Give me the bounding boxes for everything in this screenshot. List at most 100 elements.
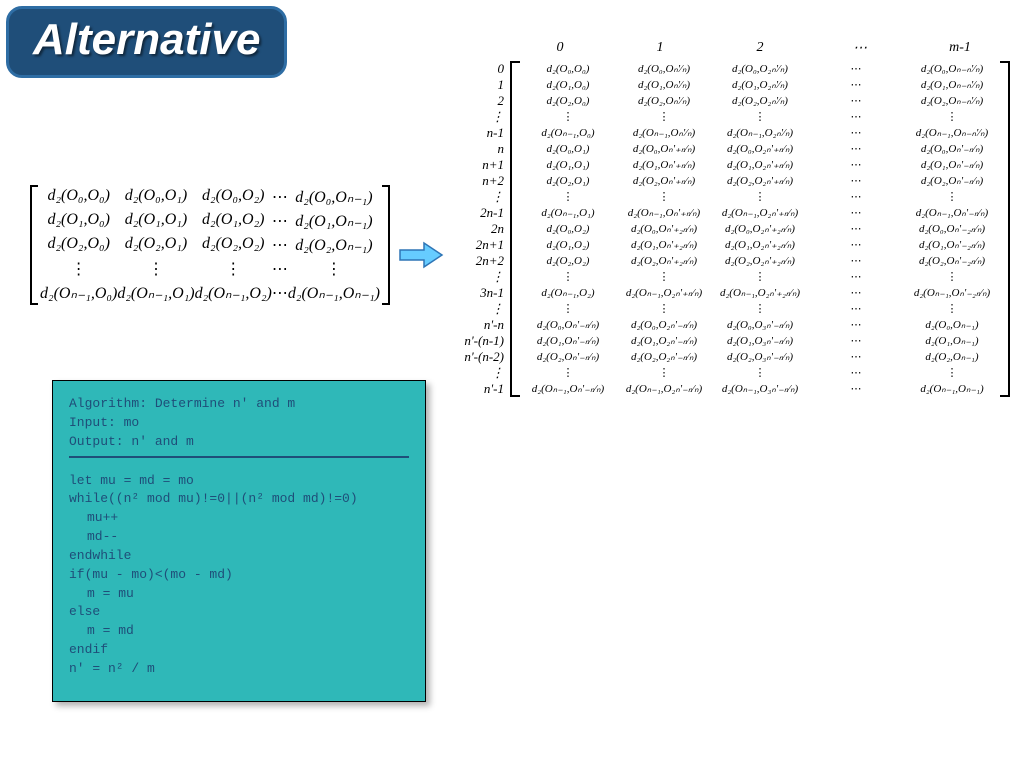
bracket-left [510, 61, 520, 397]
matrix-cell: d₂(O₀,Oₙ₋₁) [904, 317, 1000, 333]
algorithm-box: Algorithm: Determine n' and m Input: mo … [52, 380, 426, 702]
matrix-cell: d₂(O₁,Oₙ'⁄ₙ) [616, 77, 712, 93]
matrix-cell: d₂(O₂,O₂) [195, 235, 272, 255]
matrix-cell: d₂(O₁,O₂ₙ'₊₂ₙ⁄ₙ) [712, 237, 808, 253]
matrix-cell: ⋮ [616, 109, 712, 125]
matrix-cell: d₂(O₁,O₂ₙ'₊ₙ⁄ₙ) [712, 157, 808, 173]
matrix-cell: ⋯ [272, 187, 288, 207]
matrix-cell: d₂(Oₙ₋₁,O₂) [195, 283, 272, 303]
matrix-cell: d₂(O₀,Oₙ'₋₂ₙ⁄ₙ) [904, 221, 1000, 237]
matrix-cell: ⋮ [520, 301, 616, 317]
algo-header-1: Algorithm: Determine n' and m [69, 395, 409, 414]
matrix-cell: d₂(O₁,Oₙ₋ₙ'⁄ₙ) [904, 77, 1000, 93]
matrix-cell: d₂(O₀,O₂ₙ'⁄ₙ) [712, 61, 808, 77]
matrix-cell: d₂(O₁,O₂) [520, 237, 616, 253]
row-label: n'-1 [450, 381, 510, 397]
matrix-cell: d₂(O₀,O₂ₙ'₊₂ₙ⁄ₙ) [712, 221, 808, 237]
matrix-cell: ⋮ [904, 269, 1000, 285]
matrix-cell: ⋮ [195, 259, 272, 279]
matrix-cell: d₂(O₁,Oₙ'₊ₙ⁄ₙ) [616, 157, 712, 173]
matrix-cell: d₂(O₀,O₂) [520, 221, 616, 237]
matrix-cell: d₂(O₁,Oₙ'₋ₙ⁄ₙ) [520, 333, 616, 349]
matrix-cell: d₂(O₂,O₃ₙ'₋ₙ⁄ₙ) [712, 349, 808, 365]
matrix-cell: d₂(O₁,Oₙ'₋ₙ⁄ₙ) [904, 157, 1000, 173]
matrix-cell: ⋮ [712, 365, 808, 381]
matrix-cell: ⋮ [40, 259, 117, 279]
matrix-cell: ⋮ [904, 109, 1000, 125]
matrix-cell: ⋮ [288, 259, 380, 279]
matrix-cell: ⋯ [808, 221, 904, 237]
matrix-cell: d₂(Oₙ₋₁,O₂ₙ'₊ₙ⁄ₙ) [712, 205, 808, 221]
matrix-cell: ⋯ [808, 253, 904, 269]
matrix-cell: d₂(Oₙ₋₁,O₁) [117, 283, 194, 303]
matrix-cell: ⋯ [272, 259, 288, 279]
matrix-cell: ⋮ [904, 365, 1000, 381]
matrix-cell: ⋮ [616, 301, 712, 317]
matrix-cell: d₂(O₂,O₂ₙ'⁄ₙ) [712, 93, 808, 109]
bracket-right [382, 185, 390, 305]
matrix-cell: d₂(O₁,O₃ₙ'₋ₙ⁄ₙ) [712, 333, 808, 349]
matrix-cell: d₂(Oₙ₋₁,O₀) [520, 125, 616, 141]
matrix-cell: ⋯ [808, 141, 904, 157]
matrix-cell: d₂(O₁,Oₙ'₋₂ₙ⁄ₙ) [904, 237, 1000, 253]
matrix-cell: ⋯ [808, 173, 904, 189]
matrix-cell: ⋮ [117, 259, 194, 279]
matrix-cell: d₂(Oₙ₋₁,Oₙ'₋₂ₙ⁄ₙ) [904, 285, 1000, 301]
matrix-cell: d₂(O₂,Oₙ'₊ₙ⁄ₙ) [616, 173, 712, 189]
matrix-cell: d₂(O₂,O₂) [520, 253, 616, 269]
bracket-right [1000, 61, 1010, 397]
row-label: 1 [450, 77, 510, 93]
matrix-cell: d₂(O₁,O₂ₙ'₋ₙ⁄ₙ) [616, 333, 712, 349]
matrix-cell: d₂(O₀,Oₙ₋₁) [288, 187, 380, 207]
matrix-cell: d₂(O₂,Oₙ'₋₂ₙ⁄ₙ) [904, 253, 1000, 269]
matrix-cell: d₂(O₁,Oₙ₋₁) [904, 333, 1000, 349]
matrix-cell: d₂(O₁,O₀) [520, 77, 616, 93]
algo-line: endif [69, 641, 409, 660]
row-label: n'-n [450, 317, 510, 333]
matrix-cell: d₂(O₂,Oₙ'₊₂ₙ⁄ₙ) [616, 253, 712, 269]
big-col-headers: 012⋯m-1 [450, 40, 1010, 57]
algo-line: m = mu [69, 585, 409, 604]
matrix-cell: ⋯ [272, 235, 288, 255]
matrix-cell: d₂(O₁,O₂ₙ'⁄ₙ) [712, 77, 808, 93]
matrix-cell: d₂(O₂,Oₙ'₋ₙ⁄ₙ) [520, 349, 616, 365]
algo-line: endwhile [69, 547, 409, 566]
matrix-cell: d₂(O₂,O₀) [40, 235, 117, 255]
matrix-cell: d₂(Oₙ₋₁,O₂) [520, 285, 616, 301]
matrix-cell: ⋯ [272, 211, 288, 231]
matrix-cell: ⋯ [808, 365, 904, 381]
matrix-cell: d₂(O₀,Oₙ'⁄ₙ) [616, 61, 712, 77]
matrix-cell: ⋮ [616, 189, 712, 205]
row-label: n+2 [450, 173, 510, 189]
matrix-cell: ⋯ [808, 381, 904, 397]
matrix-cell: ⋯ [808, 189, 904, 205]
matrix-cell: d₂(Oₙ₋₁,Oₙ₋₁) [288, 283, 380, 303]
big-matrix-body: d₂(O₀,O₀)d₂(O₀,Oₙ'⁄ₙ)d₂(O₀,O₂ₙ'⁄ₙ)⋯d₂(O₀… [520, 61, 1000, 397]
title-badge: Alternative [6, 6, 287, 78]
row-label: n [450, 141, 510, 157]
matrix-cell: ⋮ [712, 109, 808, 125]
matrix-cell: d₂(O₀,Oₙ'₋ₙ⁄ₙ) [904, 141, 1000, 157]
matrix-cell: d₂(O₀,O₀) [40, 187, 117, 207]
big-matrix: 012⋯m-1 012⋮n-1nn+1n+2⋮2n-12n2n+12n+2⋮3n… [450, 40, 1010, 397]
matrix-cell: d₂(O₁,O₀) [40, 211, 117, 231]
matrix-cell: d₂(Oₙ₋₁,O₃ₙ'₋ₙ⁄ₙ) [712, 381, 808, 397]
row-label: n-1 [450, 125, 510, 141]
matrix-cell: d₂(O₀,O₁) [117, 187, 194, 207]
matrix-cell: d₂(Oₙ₋₁,O₀) [40, 283, 117, 303]
row-label: ⋮ [450, 269, 510, 285]
matrix-cell: d₂(O₂,Oₙ₋₁) [288, 235, 380, 255]
matrix-cell: d₂(O₁,Oₙ'₊₂ₙ⁄ₙ) [616, 237, 712, 253]
row-label: 2n [450, 221, 510, 237]
row-label: 2n+1 [450, 237, 510, 253]
algo-line: m = md [69, 622, 409, 641]
algo-line: mu++ [69, 509, 409, 528]
col-header: m-1 [910, 40, 1010, 57]
row-label: 3n-1 [450, 285, 510, 301]
algo-line: n' = n² / m [69, 660, 409, 679]
matrix-cell: d₂(O₁,O₁) [520, 157, 616, 173]
matrix-cell: d₂(Oₙ₋₁,Oₙ₋₁) [904, 381, 1000, 397]
matrix-cell: ⋯ [808, 109, 904, 125]
matrix-cell: d₂(O₀,O₂) [195, 187, 272, 207]
matrix-cell: d₂(O₂,Oₙ₋ₙ'⁄ₙ) [904, 93, 1000, 109]
